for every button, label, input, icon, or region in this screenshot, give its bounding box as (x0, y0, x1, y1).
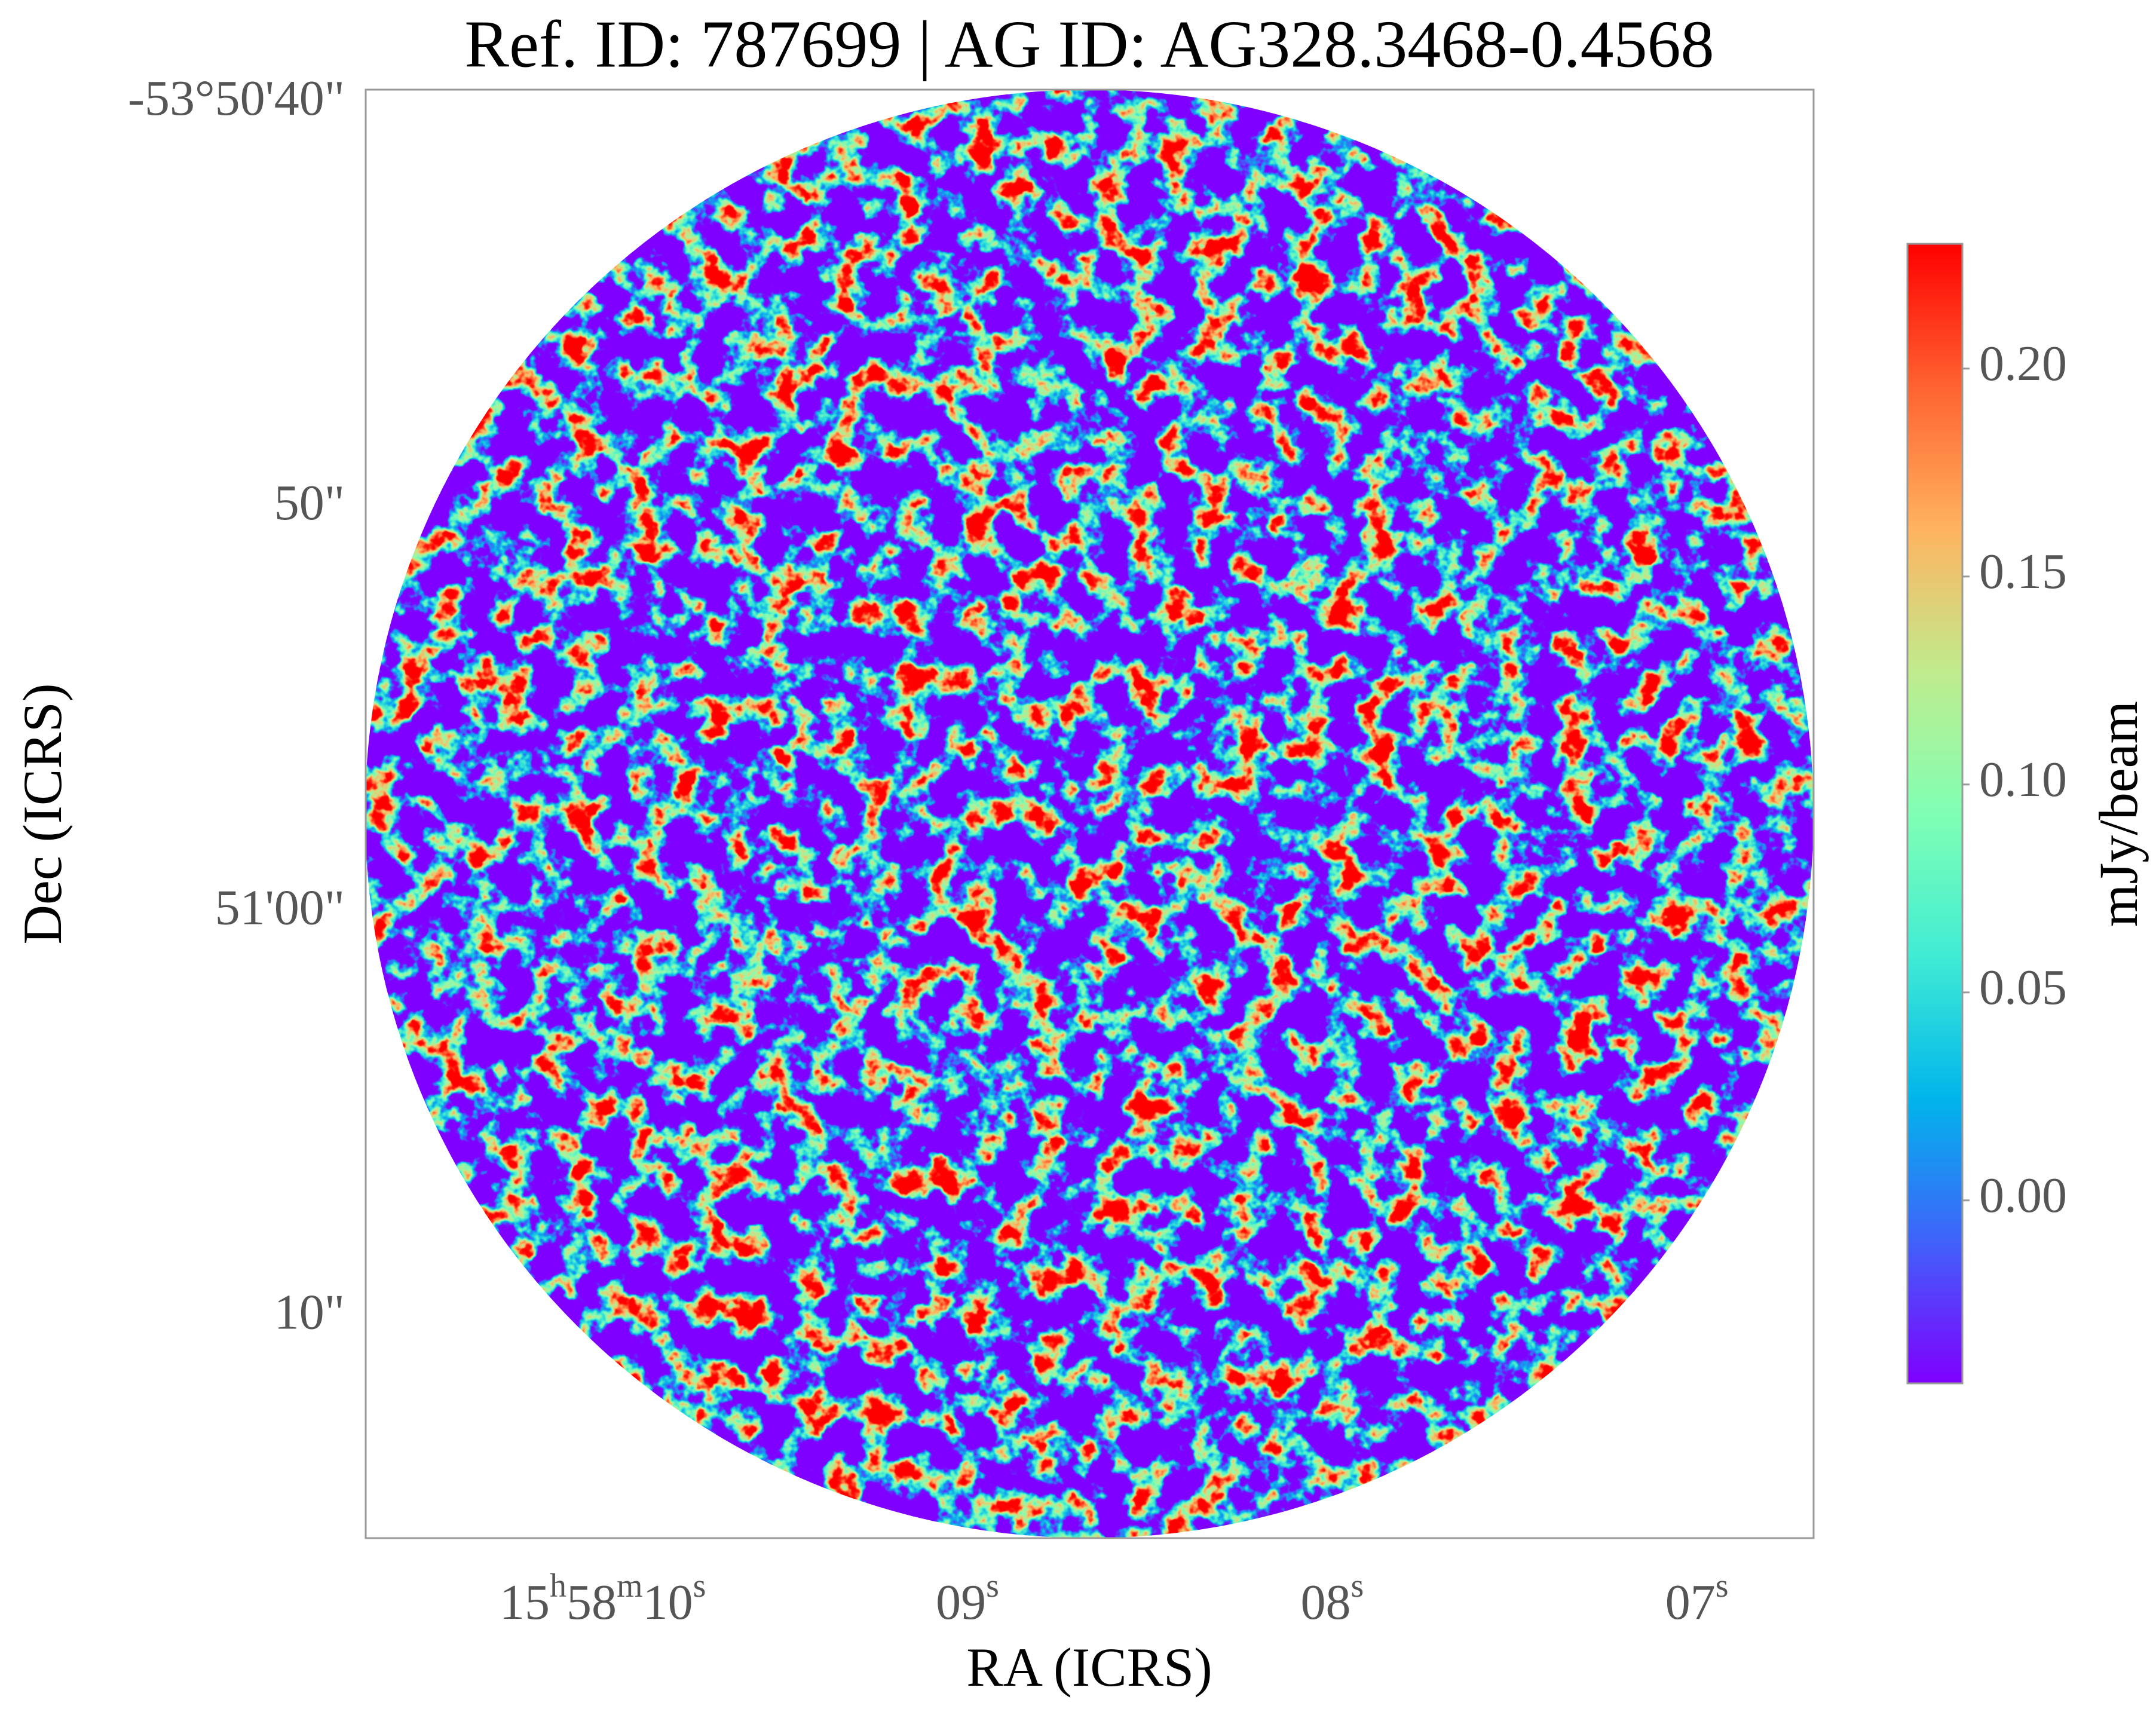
x-tick-label: 07s (1665, 1567, 1729, 1630)
colorbar-tick-label: 0.00 (1979, 1168, 2067, 1223)
colorbar-tick-label: 0.10 (1979, 752, 2067, 807)
colorbar-label: mJy/beam (2088, 701, 2149, 927)
x-tick-label: 09s (936, 1567, 999, 1630)
colorbar-tick-label: 0.05 (1979, 960, 2067, 1015)
y-tick-label: 51'00" (215, 880, 345, 935)
colorbar (1906, 243, 1964, 1385)
y-tick-label: -53°50'40" (128, 71, 345, 126)
x-tick-label: 15h58m10s (500, 1567, 706, 1630)
y-axis-label: Dec (ICRS) (12, 684, 73, 945)
colorbar-tick-label: 0.20 (1979, 336, 2067, 391)
colorbar-tick-label: 0.15 (1979, 544, 2067, 599)
plot-frame (365, 88, 1815, 1539)
chart-title: Ref. ID: 787699 | AG ID: AG328.3468-0.45… (464, 8, 1714, 82)
x-axis-label: RA (ICRS) (966, 1637, 1212, 1698)
intensity-map (365, 90, 1814, 1538)
x-tick-label: 08s (1300, 1567, 1364, 1630)
y-tick-label: 50" (274, 475, 345, 531)
y-tick-label: 10" (274, 1285, 345, 1340)
image-area (365, 90, 1814, 1538)
